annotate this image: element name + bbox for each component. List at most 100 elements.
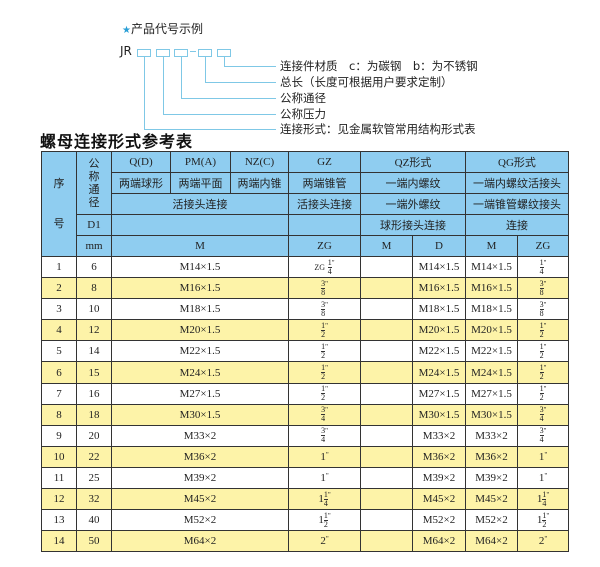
table-row: 13 40 M52×2 1 1 2 " M52×2 M52×2 1 1 2 " (41, 509, 569, 532)
m-thread-cell: M33×2 (111, 424, 289, 447)
pm-header: PM(A) (170, 151, 231, 173)
leader-line (163, 114, 276, 115)
leader-line (144, 129, 276, 130)
seq-cell: 11 (41, 466, 77, 490)
pressure-label: 公称压力 (280, 107, 326, 121)
qg-zg-header: ZG (517, 235, 569, 257)
diameter-label: 公称通径 (280, 91, 326, 105)
numerator: 1 (539, 320, 544, 331)
code-slot (137, 49, 151, 57)
qz-d-cell: M33×2 (412, 424, 466, 447)
zg-cell: 1 1 2 " (288, 509, 361, 532)
inch-mark: " (543, 385, 547, 394)
seq-cell: 1 (41, 255, 77, 279)
numerator: 1 (539, 384, 544, 395)
qg-m-cell: M27×1.5 (465, 382, 518, 405)
nz-header: NZ(C) (230, 151, 289, 173)
qg-zg-cell: 1 2 " (517, 340, 569, 363)
gz-header: GZ (288, 151, 361, 173)
qg-m-cell: M64×2 (465, 530, 518, 553)
denominator: 4 (321, 435, 326, 445)
inch-mark: " (543, 300, 547, 309)
inch-mark: " (325, 342, 328, 351)
qg-zg-cell: 3 4 " (517, 403, 569, 426)
qg-zg-cell: 2" (517, 530, 569, 553)
leader-line (163, 57, 164, 114)
inch-mark: " (325, 427, 328, 436)
empty-cell (111, 214, 289, 236)
seq-cell: 4 (41, 319, 77, 342)
m-thread-cell: M45×2 (111, 488, 289, 511)
nz-desc: 两端内锥 (230, 172, 289, 194)
qg-m-cell: M33×2 (465, 424, 518, 447)
denominator: 2 (539, 372, 544, 382)
zg-cell: 3 8 " (288, 277, 361, 300)
denominator: 4 (539, 266, 544, 276)
code-slot (198, 49, 212, 57)
qz-m-cell (360, 319, 413, 342)
m-thread-cell: M30×1.5 (111, 403, 289, 426)
m-thread-cell: M14×1.5 (111, 255, 289, 279)
qz-d-cell: M24×1.5 (412, 361, 466, 384)
dn-cell: 25 (76, 466, 112, 490)
m-thread-cell: M39×2 (111, 466, 289, 490)
numerator: 1 (321, 320, 326, 331)
whole: 1 (320, 450, 326, 463)
star-icon: ★ (122, 25, 131, 36)
qg-m-cell: M24×1.5 (465, 361, 518, 384)
denominator: 4 (539, 414, 544, 424)
seq-cell: 5 (41, 340, 77, 363)
denominator: 2 (321, 329, 326, 339)
qg-m-cell: M45×2 (465, 488, 518, 511)
dn-cell: 10 (76, 298, 112, 321)
qg-zg-cell: 1" (517, 445, 569, 468)
union-connection: 活接头连接 (111, 193, 289, 215)
zg-cell: 3 4 " (288, 403, 361, 426)
qg-zg-cell: 3 8 " (517, 277, 569, 300)
qz-m-cell (360, 361, 413, 384)
inch-mark: " (546, 511, 550, 520)
zg-cell: 3 4 " (288, 424, 361, 447)
seq-cell: 12 (41, 488, 77, 511)
unit-mm: mm (76, 235, 112, 257)
zg-cell: 1 2 " (288, 340, 361, 363)
qg-connection: 一端锥管螺纹接头 (465, 193, 569, 215)
whole: 1 (538, 471, 545, 484)
table-row: 10 22 M36×2 1" M36×2 M36×2 1" (41, 445, 569, 468)
qz-connection: 一端外螺纹 (360, 193, 466, 215)
table-row: 4 12 M20×1.5 1 2 " M20×1.5 M20×1.5 1 2 " (41, 319, 569, 342)
zg-cell: 1" (288, 466, 361, 490)
dn-cell: 15 (76, 361, 112, 384)
connection-label: 连接形式：见金属软管常用结构形式表 (280, 122, 476, 136)
denominator: 2 (321, 372, 326, 382)
qg-header: QG形式 (465, 151, 569, 173)
numerator: 1 (321, 363, 326, 374)
denominator: 4 (327, 266, 332, 276)
seq-cell: 6 (41, 361, 77, 384)
table-row: 3 10 M18×1.5 3 8 " M18×1.5 M18×1.5 3 8 " (41, 298, 569, 321)
leader-line (224, 57, 225, 66)
gz-desc: 两端锥管 (288, 172, 361, 194)
qz-m-header: M (360, 235, 413, 257)
qg-zg-cell: 1 1 4 " (517, 488, 569, 511)
denominator: 4 (321, 414, 326, 424)
inch-mark: " (543, 427, 547, 436)
inch-mark: " (325, 300, 328, 309)
numerator: 1 (323, 510, 328, 521)
qz-m-cell (360, 255, 413, 279)
qg-m-cell: M52×2 (465, 509, 518, 532)
inch-mark: " (543, 279, 547, 288)
denominator: 2 (539, 393, 544, 403)
zg-cell: 3 8 " (288, 298, 361, 321)
code-example-heading: ★产品代号示例 (122, 20, 203, 37)
qz-m-cell (360, 277, 413, 300)
qg-zg-cell: 1 4 " (517, 255, 569, 279)
qz-m-cell (360, 488, 413, 511)
code-slot (156, 49, 170, 57)
